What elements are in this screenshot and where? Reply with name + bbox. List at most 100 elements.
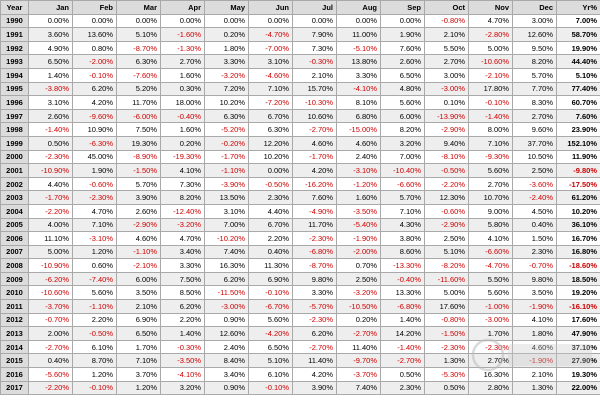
monthly-return-cell: -0.40% [380, 271, 425, 287]
column-header-nov[interactable]: Nov [468, 0, 513, 15]
monthly-return-cell: 2.80% [468, 380, 513, 396]
monthly-return-cell: 2.30% [512, 244, 557, 260]
monthly-return-cell: 5.50% [468, 271, 513, 287]
yearly-return-cell: 47.90% [556, 326, 600, 341]
table-row: 2017 -2.20% -0.10% 1.20% 3.20% 0.90% -0.10% 3.9… [0, 380, 600, 396]
monthly-return-cell: 5.00% [28, 244, 73, 260]
yearly-return-cell: 11.90% [556, 149, 600, 165]
monthly-return-cell: 15.70% [292, 81, 337, 97]
monthly-return-cell: 2.20% [160, 312, 205, 328]
monthly-return-cell: 4.20% [292, 367, 337, 382]
monthly-return-cell: 6.30% [248, 122, 293, 137]
year-cell: 2015 [0, 353, 29, 369]
monthly-return-cell: 0.50% [380, 367, 425, 382]
monthly-return-cell: 11.00% [336, 27, 381, 42]
monthly-return-cell: 5.60% [248, 312, 293, 328]
monthly-return-cell: 37.70% [512, 135, 557, 151]
yearly-return-cell: 23.90% [556, 122, 600, 137]
table-row: 2004 -2.20% 4.70% 2.60% -12.40% 3.10% 4.40% -4.… [0, 203, 600, 219]
column-header-aug[interactable]: Aug [336, 0, 381, 15]
monthly-return-cell: -0.20% [204, 135, 249, 151]
monthly-return-cell: -1.20% [336, 176, 381, 192]
yearly-return-cell: 7.00% [556, 13, 600, 29]
monthly-return-cell: -3.10% [336, 163, 381, 178]
table-row: 2008 -10.90% 0.60% -2.10% 3.30% 16.30% 11.30% -… [0, 258, 600, 273]
monthly-return-cell: -4.60% [248, 67, 293, 83]
column-header-oct[interactable]: Oct [424, 0, 469, 15]
monthly-return-cell: 0.50% [424, 380, 469, 396]
yearly-return-cell: 60.70% [556, 95, 600, 110]
monthly-return-cell: 7.20% [204, 81, 249, 97]
monthly-return-cell: 2.10% [512, 367, 557, 382]
monthly-return-cell: 17.60% [424, 299, 469, 314]
monthly-return-cell: 9.80% [292, 271, 337, 287]
column-header-jan[interactable]: Jan [28, 0, 73, 15]
monthly-return-cell: -8.70% [116, 40, 161, 56]
monthly-return-cell: -0.60% [424, 203, 469, 219]
monthly-return-cell: -3.20% [336, 285, 381, 301]
monthly-return-cell: 1.60% [160, 67, 205, 83]
monthly-return-cell: 11.70% [292, 217, 337, 233]
yearly-return-cell: 19.90% [556, 40, 600, 56]
monthly-return-cell: 3.10% [248, 54, 293, 69]
yearly-return-cell: 19.30% [556, 367, 600, 382]
monthly-return-cell: -6.00% [116, 108, 161, 124]
monthly-return-cell: -1.90% [512, 353, 557, 369]
monthly-return-cell: 4.60% [116, 231, 161, 246]
monthly-return-cell: -2.90% [424, 217, 469, 233]
monthly-return-cell: 3.40% [204, 367, 249, 382]
monthly-return-cell: 5.70% [380, 190, 425, 205]
monthly-return-cell: -2.10% [468, 67, 513, 83]
monthly-return-cell: 9.80% [512, 271, 557, 287]
monthly-return-cell: -0.50% [248, 176, 293, 192]
monthly-return-cell: 2.70% [468, 353, 513, 369]
column-header-dec[interactable]: Dec [512, 0, 557, 15]
year-cell: 1996 [0, 95, 29, 110]
yearly-return-cell: 44.40% [556, 54, 600, 69]
column-header-may[interactable]: May [204, 0, 249, 15]
monthly-return-cell: 3.90% [292, 380, 337, 396]
monthly-return-cell: 6.80% [336, 108, 381, 124]
monthly-return-cell: 7.40% [204, 244, 249, 260]
monthly-return-cell: 7.10% [380, 203, 425, 219]
monthly-return-cell: 6.10% [248, 367, 293, 382]
table-row: 1990 0.00% 0.00% 0.00% 0.00% 0.00% 0.00% 0.00% 0… [0, 13, 600, 29]
column-header-yearly-return[interactable]: Yr% [556, 0, 600, 15]
year-cell: 2011 [0, 299, 29, 314]
monthly-return-cell: 5.60% [380, 95, 425, 110]
monthly-return-cell: 11.30% [248, 258, 293, 273]
column-header-year[interactable]: Year [0, 0, 29, 15]
monthly-return-cell: -11.60% [424, 271, 469, 287]
year-cell: 2002 [0, 176, 29, 192]
yearly-return-cell: -17.50% [556, 176, 600, 192]
yearly-return-cell: 19.20% [556, 285, 600, 301]
monthly-return-cell: 6.30% [116, 54, 161, 69]
table-row: 2013 2.00% -0.50% 6.50% 1.40% 12.60% -4.20% 6.2… [0, 326, 600, 341]
monthly-return-cell: -2.20% [424, 176, 469, 192]
monthly-return-cell: 5.10% [248, 353, 293, 369]
monthly-return-cell: 2.40% [204, 339, 249, 355]
monthly-return-cell: 7.30% [160, 176, 205, 192]
monthly-return-cell: 0.10% [424, 95, 469, 110]
monthly-return-cell: 5.70% [512, 67, 557, 83]
monthly-return-cell: 11.70% [116, 95, 161, 110]
monthly-return-cell: -3.50% [160, 353, 205, 369]
monthly-return-cell: -2.20% [28, 380, 73, 396]
monthly-return-cell: -2.30% [292, 312, 337, 328]
monthly-return-cell: -1.40% [468, 108, 513, 124]
table-row: 1996 3.10% 4.20% 11.70% 18.00% 10.20% -7.20% -1… [0, 95, 600, 110]
monthly-return-cell: 8.70% [72, 353, 117, 369]
monthly-return-cell: 4.20% [292, 163, 337, 178]
table-row: 1995 -3.80% 6.20% 5.20% 0.30% 7.20% 7.10% 15.70… [0, 81, 600, 97]
monthly-return-cell: 0.00% [28, 13, 73, 29]
column-header-mar[interactable]: Mar [116, 0, 161, 15]
column-header-feb[interactable]: Feb [72, 0, 117, 15]
column-header-jul[interactable]: Jul [292, 0, 337, 15]
year-cell: 2010 [0, 285, 29, 301]
monthly-return-cell: 4.80% [380, 81, 425, 97]
yearly-return-cell: 16.80% [556, 244, 600, 260]
column-header-apr[interactable]: Apr [160, 0, 205, 15]
column-header-jun[interactable]: Jun [248, 0, 293, 15]
column-header-sep[interactable]: Sep [380, 0, 425, 15]
monthly-return-cell: -6.70% [248, 299, 293, 314]
